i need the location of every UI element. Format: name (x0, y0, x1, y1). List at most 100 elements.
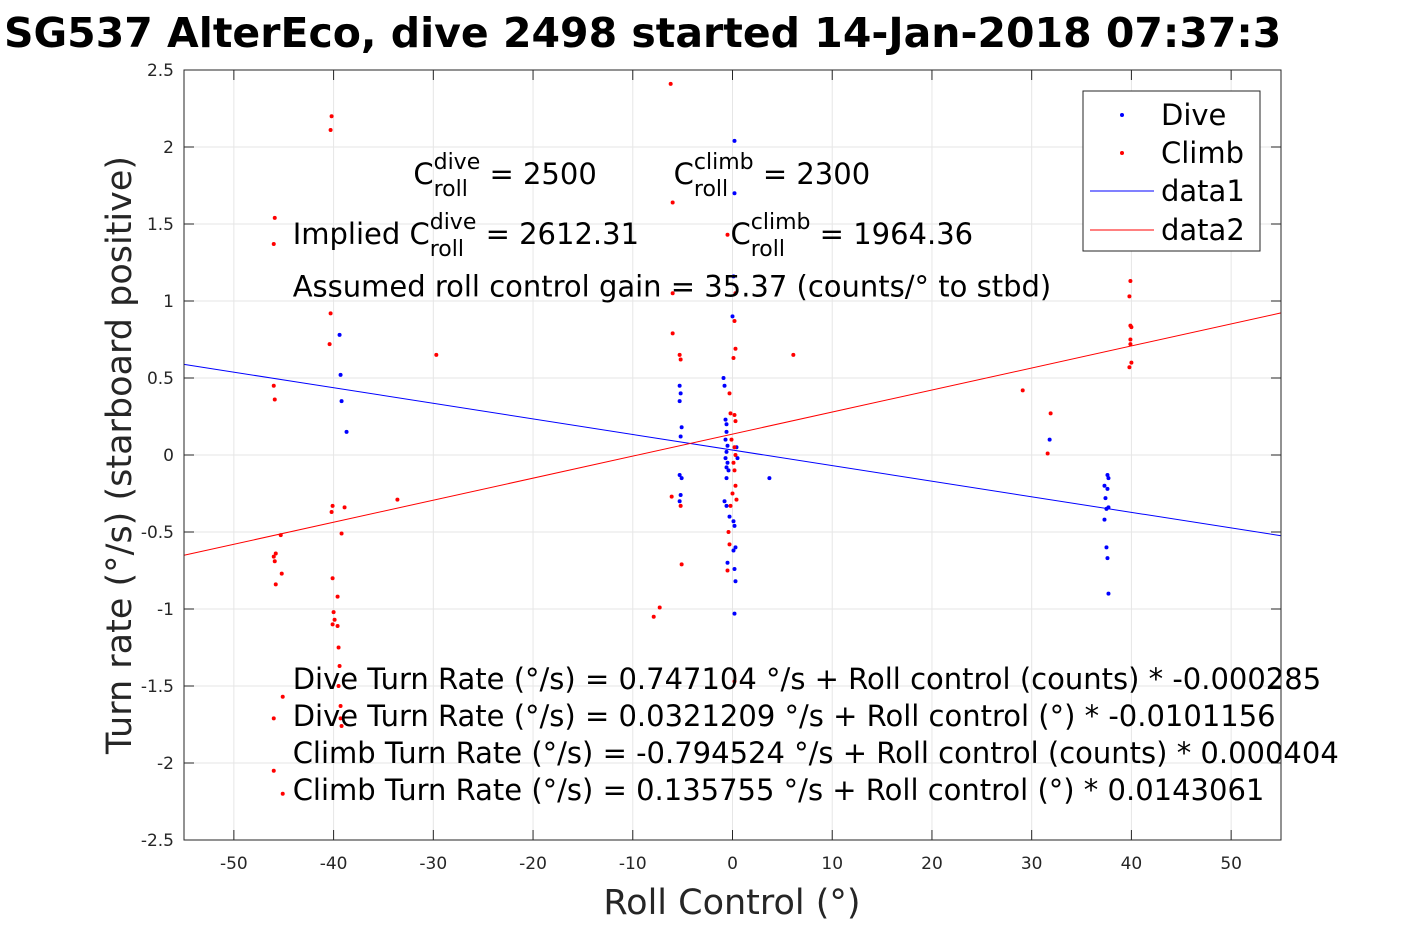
dive-point (723, 456, 728, 461)
climb-point (733, 291, 738, 296)
climb-point (272, 215, 277, 220)
climb-point (1129, 325, 1134, 330)
climb-point (271, 242, 276, 247)
dive-point (732, 611, 737, 616)
climb-point (331, 610, 336, 615)
climb-point (1129, 360, 1134, 365)
x-tick-label: -10 (619, 854, 647, 874)
climb-point (670, 331, 675, 336)
climb-point (338, 704, 343, 709)
climb-point (280, 791, 285, 796)
dive-point (677, 473, 682, 478)
plot-frame (183, 69, 1282, 841)
climb-point (734, 497, 739, 502)
climb-point (336, 684, 341, 688)
y-tick-label: -2 (157, 754, 174, 774)
y-tick-label: 2 (163, 138, 174, 158)
dive-point (338, 372, 343, 377)
climb-point (678, 357, 683, 362)
x-tick-label: 40 (1121, 854, 1143, 874)
climb-point (731, 460, 736, 465)
climb-point (328, 128, 333, 133)
dive-point (677, 383, 682, 388)
climb-point (732, 679, 737, 684)
climb-point (273, 582, 278, 587)
dive-point (1047, 437, 1052, 442)
dive-point (1106, 505, 1111, 510)
dive-point (1105, 486, 1110, 491)
dive-point (724, 465, 729, 470)
climb-point (338, 716, 343, 721)
annotation-eq4: Climb Turn Rate (°/s) = 0.135755 °/s + R… (293, 773, 1265, 807)
y-axis-label: Turn rate (°/s) (starboard positive) (100, 156, 140, 755)
y-tick-label: -2.5 (141, 831, 174, 851)
dive-point (723, 417, 728, 422)
climb-point (733, 419, 738, 424)
dive-point (732, 523, 737, 528)
legend-box (1082, 90, 1261, 252)
dive-point (725, 560, 730, 565)
annotation-eq3: Climb Turn Rate (°/s) = -0.794524 °/s + … (293, 736, 1339, 770)
annotation-gain: Assumed roll control gain = 35.37 (count… (293, 269, 1052, 303)
dive-point (726, 468, 731, 473)
dive-point (679, 425, 684, 430)
axis-ticks (184, 69, 1281, 841)
climb-point (727, 542, 732, 547)
legend: Dive Climb data1 data2 (1082, 90, 1261, 252)
data1-fit-line (183, 363, 1282, 537)
climb-point (732, 319, 737, 324)
data-points (271, 81, 1134, 796)
climb-point (733, 346, 738, 351)
climb-point (337, 663, 342, 668)
dive-point (731, 548, 736, 553)
x-tick-label: 20 (921, 854, 943, 874)
dive-point (724, 476, 729, 481)
x-tick-label: 0 (727, 854, 738, 874)
climb-point (273, 551, 278, 556)
x-tick-label: -40 (320, 854, 348, 874)
y-tick-label: -1 (157, 600, 174, 620)
dive-point (732, 191, 737, 196)
y-tick-label: 2.5 (147, 61, 174, 81)
climb-point (730, 491, 735, 496)
y-tick-label: 0 (163, 446, 174, 466)
dive-point (722, 499, 727, 504)
climb-point (668, 81, 673, 86)
climb-point (726, 530, 731, 534)
dive-point (337, 332, 342, 337)
dive-point (677, 399, 682, 404)
x-tick-labels: -50 -40 -30 -20 -10 0 10 20 30 40 50 (220, 854, 1242, 874)
climb-point (336, 645, 341, 650)
y-tick-label: -1.5 (141, 677, 174, 697)
dive-point (722, 383, 727, 388)
y-tick-label: 0.5 (147, 369, 174, 389)
climb-point (679, 562, 684, 567)
climb-point (1020, 388, 1025, 393)
climb-point (278, 533, 283, 538)
y-tick-label: 1 (163, 292, 174, 312)
climb-point (729, 437, 734, 442)
dive-point (678, 493, 683, 498)
dive-point (724, 449, 729, 454)
annotation-croll-dive: Cdive roll = 2500 (413, 150, 596, 202)
x-tick-label: 10 (821, 854, 843, 874)
climb-point (733, 453, 738, 457)
climb-point (1128, 342, 1133, 347)
dive-point (724, 503, 729, 508)
x-tick-label: -50 (220, 854, 248, 874)
dive-point (1105, 473, 1110, 478)
dive-point (1106, 591, 1111, 596)
dive-point (677, 499, 682, 504)
dive-point (731, 519, 736, 524)
x-tick-label: 30 (1021, 854, 1043, 874)
climb-point (330, 576, 335, 581)
climb-point (725, 568, 730, 573)
x-axis-label: Roll Control (°) (603, 883, 860, 923)
climb-point (1127, 365, 1132, 370)
climb-point (731, 355, 736, 360)
dive-point (723, 437, 728, 442)
dive-point (724, 422, 729, 427)
climb-point (330, 503, 335, 508)
legend-marker-dive (1120, 113, 1124, 117)
